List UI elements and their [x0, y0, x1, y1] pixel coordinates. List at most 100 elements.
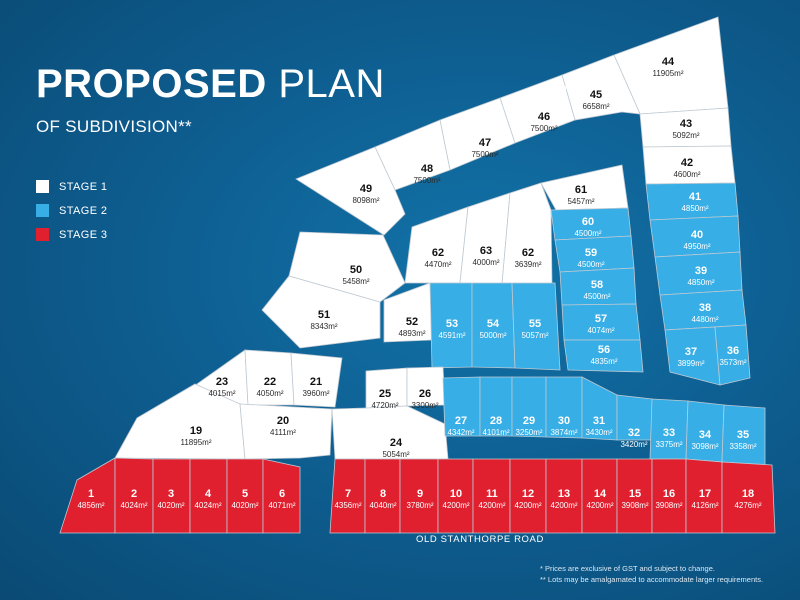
lot-number: 14 — [594, 488, 607, 500]
lot-55-parcel[interactable] — [511, 282, 561, 371]
lot-51-parcel[interactable] — [261, 275, 381, 349]
lot-area: 4071m² — [268, 501, 295, 510]
lot-number: 54 — [487, 318, 500, 330]
lot-area: 4500m² — [583, 292, 610, 301]
lot-20-parcel[interactable] — [239, 403, 333, 460]
lot-area: 4720m² — [371, 401, 398, 410]
lot-number: 48 — [421, 163, 433, 175]
lot-number: 20 — [277, 415, 289, 427]
lot-number: 49 — [360, 183, 372, 195]
lot-area: 4342m² — [447, 428, 474, 437]
lot-area: 3874m² — [550, 428, 577, 437]
lot-number: 3 — [168, 488, 174, 500]
lot-area: 4835m² — [590, 357, 617, 366]
lot-area: 3300m² — [411, 401, 438, 410]
lot-number: 33 — [663, 427, 675, 439]
lot-area: 4850m² — [687, 278, 714, 287]
lot-number: 62 — [522, 247, 534, 259]
lot-number: 38 — [699, 302, 711, 314]
lots-layer — [59, 16, 776, 534]
lot-area: 3780m² — [406, 501, 433, 510]
lot-area: 6658m² — [582, 102, 609, 111]
lot-number: 21 — [310, 376, 322, 388]
lot-area: 4024m² — [120, 501, 147, 510]
lot-area: 5054m² — [382, 450, 409, 459]
lot-number: 7 — [345, 488, 351, 500]
footnotes: * Prices are exclusive of GST and subjec… — [540, 563, 763, 585]
lot-number: 35 — [737, 429, 749, 441]
lot-area: 4050m² — [256, 389, 283, 398]
lot-number: 8 — [380, 488, 386, 500]
lot-number: 15 — [629, 488, 641, 500]
lot-area: 5092m² — [672, 131, 699, 140]
lot-area: 4850m² — [681, 204, 708, 213]
lot-number: 16 — [663, 488, 675, 500]
lot-number: 51 — [318, 309, 330, 321]
lot-number: 62 — [432, 247, 444, 259]
lot-number: 45 — [590, 89, 602, 101]
lot-number: 9 — [417, 488, 423, 500]
lot-area: 5457m² — [567, 197, 594, 206]
legend-stage-3: STAGE 3 — [36, 228, 107, 241]
lot-number: 19 — [190, 425, 202, 437]
lot-area: 4356m² — [334, 501, 361, 510]
lot-area: 11895m² — [181, 438, 212, 447]
lot-area: 5000m² — [479, 331, 506, 340]
lot-area: 11905m² — [653, 69, 684, 78]
lot-18-parcel[interactable] — [721, 461, 776, 534]
lot-number: 47 — [479, 137, 491, 149]
lot-area: 3250m² — [515, 428, 542, 437]
lot-area: 7500m² — [413, 176, 440, 185]
legend-label: STAGE 2 — [59, 204, 108, 217]
lot-number: 36 — [727, 345, 739, 357]
lot-area: 5057m² — [521, 331, 548, 340]
lot-number: 37 — [685, 346, 697, 358]
lot-area: 3375m² — [655, 440, 682, 449]
lot-area: 3908m² — [621, 501, 648, 510]
lot-number: 1 — [88, 488, 94, 500]
lot-area: 3098m² — [691, 442, 718, 451]
lot-area: 4950m² — [683, 242, 710, 251]
lot-area: 4893m² — [398, 329, 425, 338]
lot-area: 4200m² — [442, 501, 469, 510]
lot-area: 3899m² — [677, 359, 704, 368]
lot-area: 8343m² — [310, 322, 337, 331]
lot-number: 4 — [205, 488, 212, 500]
lot-area: 4200m² — [478, 501, 505, 510]
lot-number: 13 — [558, 488, 570, 500]
lot-number: 50 — [350, 264, 362, 276]
lot-36-parcel[interactable] — [714, 324, 751, 386]
lot-number: 25 — [379, 388, 391, 400]
lot-number: 29 — [523, 415, 535, 427]
lot-62-parcel[interactable] — [501, 182, 553, 286]
lot-area: 4024m² — [194, 501, 221, 510]
lot-6-parcel[interactable] — [262, 458, 301, 534]
lot-number: 63 — [480, 245, 492, 257]
lot-63-parcel[interactable] — [459, 192, 511, 285]
lot-number: 30 — [558, 415, 570, 427]
lot-area: 4200m² — [586, 501, 613, 510]
lot-number: 56 — [598, 344, 610, 356]
legend-stage-2: STAGE 2 — [36, 204, 107, 217]
lot-number: 27 — [455, 415, 467, 427]
lot-number: 10 — [450, 488, 462, 500]
lot-number: 34 — [699, 429, 712, 441]
lot-56-parcel[interactable] — [563, 339, 644, 373]
lot-number: 28 — [490, 415, 502, 427]
lot-area: 4111m² — [270, 428, 296, 437]
lot-area: 4101m² — [482, 428, 509, 437]
lot-area: 4500m² — [577, 260, 604, 269]
lot-area: 3573m² — [719, 358, 746, 367]
lot-number: 60 — [582, 216, 594, 228]
lot-number: 46 — [538, 111, 550, 123]
legend-swatch — [36, 204, 49, 217]
lot-50-parcel[interactable] — [288, 231, 406, 303]
lot-21-parcel[interactable] — [290, 352, 343, 408]
lot-area: 5458m² — [342, 277, 369, 286]
lot-area: 8098m² — [352, 196, 379, 205]
lot-49-parcel[interactable] — [295, 146, 406, 236]
lot-62-parcel[interactable] — [404, 206, 469, 284]
lot-number: 57 — [595, 313, 607, 325]
lot-number: 55 — [529, 318, 541, 330]
